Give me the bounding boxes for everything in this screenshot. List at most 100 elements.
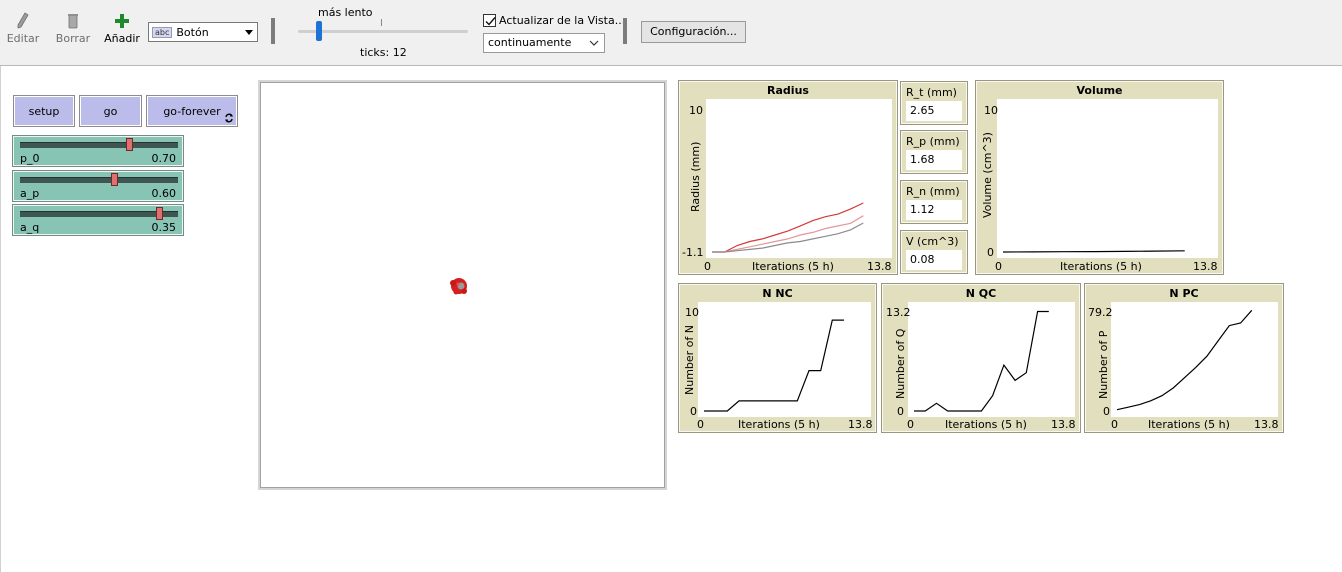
widget-type-select[interactable]: abc Botón [148, 22, 258, 42]
plot-ymin: 0 [987, 246, 994, 259]
monitor-name: V (cm^3) [906, 235, 959, 248]
slider-name: a_p [20, 187, 40, 200]
nqc-plot: N QC 13.2 0 0 13.8 Iterations (5 h) Numb… [882, 284, 1080, 432]
plot-xmin: 0 [995, 260, 1002, 273]
slider-track [20, 177, 178, 183]
settings-button[interactable]: Configuración... [641, 21, 746, 43]
toolbar: Editar Borrar Añadir abc Botón más lento… [0, 0, 1342, 66]
plot-xmax: 13.8 [1193, 260, 1218, 273]
series-line-0 [914, 310, 1049, 412]
series-line-1 [712, 215, 864, 253]
plot-xmax: 13.8 [848, 418, 873, 431]
plot-lines [712, 202, 864, 253]
series-line-0 [704, 319, 844, 412]
volume-plot: Volume 10 0 0 13.8 Iterations (5 h) Volu… [976, 81, 1223, 274]
pencil-icon [1, 10, 45, 32]
monitor-value: 1.68 [906, 150, 962, 170]
plot-ymax: 10 [984, 104, 998, 117]
slider-thumb[interactable] [125, 138, 133, 151]
plot-xlabel: Iterations (5 h) [752, 260, 834, 273]
plot-xmax: 13.8 [1051, 418, 1076, 431]
slider-ap[interactable]: a_p 0.60 [13, 171, 183, 201]
monitor-rt: R_t (mm) 2.65 [901, 82, 967, 124]
plot-area [706, 99, 892, 258]
setup-button[interactable]: setup [14, 96, 74, 126]
slider-thumb[interactable] [110, 173, 118, 186]
plot-title: Radius [767, 84, 809, 97]
go-forever-button[interactable]: go-forever [147, 96, 237, 126]
abc-icon: abc [152, 26, 173, 38]
plot-xmax: 13.8 [1254, 418, 1279, 431]
plot-area [1111, 302, 1278, 417]
add-label: Añadir [104, 32, 140, 45]
slider-name: p_0 [20, 152, 40, 165]
edit-tool[interactable]: Editar [1, 10, 45, 45]
slider-name: a_q [20, 221, 40, 234]
slider-value: 0.60 [151, 187, 177, 200]
ticks-counter: ticks: 12 [360, 46, 407, 59]
plot-xmin: 0 [907, 418, 914, 431]
world-view[interactable] [258, 80, 667, 490]
plot-title: Volume [1076, 84, 1123, 97]
monitor-rn: R_n (mm) 1.12 [901, 181, 967, 223]
plot-lines [704, 319, 844, 412]
trash-icon [51, 10, 95, 32]
radius-plot: Radius 10 -1.1 0 13.8 Iterations (5 h) R… [679, 81, 897, 274]
plot-ymax: 10 [685, 306, 699, 319]
speed-slider-thumb[interactable] [316, 21, 322, 41]
plot-title: N NC [762, 287, 793, 300]
nnc-plot: N NC 10 0 0 13.8 Iterations (5 h) Number… [679, 284, 876, 432]
go-button[interactable]: go [80, 96, 141, 126]
speed-slider-tick [381, 19, 382, 26]
add-tool[interactable]: Añadir [100, 10, 144, 45]
plot-lines [1002, 250, 1185, 253]
series-line-0 [712, 202, 864, 253]
plot-xmax: 13.8 [867, 260, 892, 273]
plot-xlabel: Iterations (5 h) [1148, 418, 1230, 431]
monitor-rp: R_p (mm) 1.68 [901, 131, 967, 173]
plot-title: N QC [965, 287, 997, 300]
plot-xmin: 0 [704, 260, 711, 273]
slider-track [20, 142, 178, 148]
plot-area [698, 302, 871, 417]
update-view-checkbox[interactable] [483, 14, 496, 27]
series-line-0 [1002, 250, 1185, 253]
update-mode-select[interactable]: continuamente [483, 33, 605, 53]
slider-aq[interactable]: a_q 0.35 [13, 205, 183, 235]
plot-ymax: 79.2 [1088, 306, 1113, 319]
plot-ymax: 13.2 [886, 306, 911, 319]
update-mode-value: continuamente [488, 36, 572, 49]
speed-label: más lento [318, 6, 373, 19]
monitor-value: 0.08 [906, 250, 962, 270]
monitor-name: R_p (mm) [906, 135, 960, 148]
slider-p0[interactable]: p_0 0.70 [13, 136, 183, 166]
monitor-value: 1.12 [906, 200, 962, 220]
monitor-name: R_n (mm) [906, 185, 960, 198]
edit-label: Editar [6, 32, 40, 45]
separator [271, 18, 275, 44]
tumor-cell-cluster [450, 278, 467, 295]
monitor-volume: V (cm^3) 0.08 [901, 231, 967, 273]
npc-plot: N PC 79.2 0 0 13.8 Iterations (5 h) Numb… [1085, 284, 1283, 432]
update-view-label: Actualizar de la Vista... [499, 14, 626, 27]
plot-area [997, 99, 1218, 258]
separator [623, 18, 627, 44]
delete-tool[interactable]: Borrar [51, 10, 95, 45]
plot-lines [1116, 309, 1253, 411]
plot-xmin: 0 [697, 418, 704, 431]
window-edge [0, 66, 1, 572]
plot-ymin: 0 [690, 405, 697, 418]
monitor-name: R_t (mm) [906, 86, 957, 99]
go-forever-label: go-forever [163, 104, 221, 118]
slider-thumb[interactable] [155, 207, 163, 220]
plot-xmin: 0 [1111, 418, 1118, 431]
plot-ymin: 0 [1103, 405, 1110, 418]
series-line-0 [1116, 309, 1253, 411]
plot-ymax: 10 [689, 104, 703, 117]
speed-slider-track[interactable] [298, 30, 468, 33]
plus-icon [100, 10, 144, 32]
monitor-value: 2.65 [906, 101, 962, 121]
plot-ymin: -1.1 [682, 246, 704, 259]
go-label: go [103, 104, 118, 118]
chevron-down-icon [245, 30, 253, 35]
